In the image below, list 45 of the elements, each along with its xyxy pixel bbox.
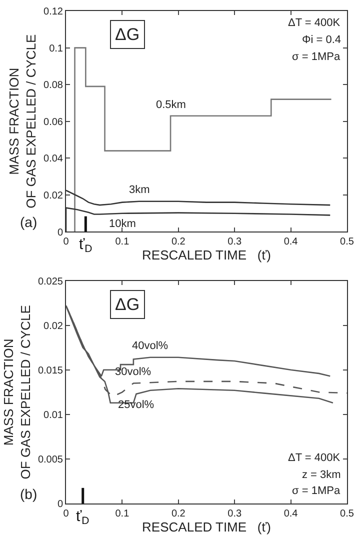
- series-label: 3km: [129, 184, 150, 196]
- x-tick-label: 0.1: [115, 508, 130, 520]
- ref-line-label: ť$_{D}$: [76, 508, 90, 528]
- annotation: σ = 1MPa: [292, 485, 341, 497]
- annotation: ΔG: [115, 25, 140, 44]
- y-tick-label: 0.025: [38, 276, 64, 288]
- annotation: σ = 1MPa: [292, 51, 341, 63]
- y-tick-label: 0.04: [44, 154, 64, 165]
- y-tick-label: 0.01: [44, 410, 64, 421]
- y-tick-label: 0.06: [44, 116, 64, 128]
- x-tick-label: 0.1: [115, 236, 130, 248]
- series-label: 10km: [109, 218, 136, 230]
- y-tick-label: 0.12: [44, 6, 64, 18]
- y-tick-label: 0.005: [38, 454, 64, 466]
- annotation: ΔG: [115, 295, 140, 314]
- y-tick-label: 0: [57, 499, 64, 510]
- x-tick-label: 0.5: [340, 508, 354, 520]
- annotation: ΔT = 400K: [288, 452, 341, 464]
- text: (a): [20, 214, 38, 230]
- text: (b): [20, 486, 38, 502]
- series-label: 30vol%: [115, 366, 152, 378]
- annotation: ΔT = 400K: [288, 17, 341, 29]
- y-tick-label: 0.015: [38, 365, 64, 376]
- y-tick-label: 0.02: [44, 320, 64, 332]
- x-tick-label: 0.2: [171, 236, 186, 248]
- x-axis-title: RESCALED TIME (ť): [142, 248, 271, 263]
- ref-line-label: ť$_{D}$: [79, 236, 93, 256]
- y-axis-title: MASS FRACTION OF GAS EXPELLED / CYCLE: [1, 304, 33, 480]
- y-tick-label: 0: [57, 227, 64, 238]
- series-label: 25vol%: [118, 399, 154, 411]
- x-tick-label: 0.2: [171, 508, 186, 520]
- y-tick-label: 0.02: [44, 190, 64, 202]
- x-tick-label: 0.5: [340, 236, 354, 248]
- x-axis-title: RESCALED TIME (ť): [142, 520, 271, 535]
- x-tick-label: 0.3: [228, 508, 242, 520]
- annotation: Φi = 0.4: [302, 34, 342, 46]
- x-tick-label: 0.4: [284, 236, 298, 248]
- y-tick-label: 0.08: [44, 80, 64, 92]
- x-tick-label: 0.4: [284, 508, 298, 520]
- x-tick-label: 0.3: [228, 236, 242, 248]
- series-label: 0.5km: [156, 99, 186, 111]
- annotation: z = 3km: [302, 469, 341, 481]
- y-tick-label: 0.1: [49, 43, 64, 54]
- series-label: 40vol%: [132, 340, 168, 352]
- y-axis-title: MASS FRACTION OF GAS EXPELLED / CYCLE: [6, 34, 38, 208]
